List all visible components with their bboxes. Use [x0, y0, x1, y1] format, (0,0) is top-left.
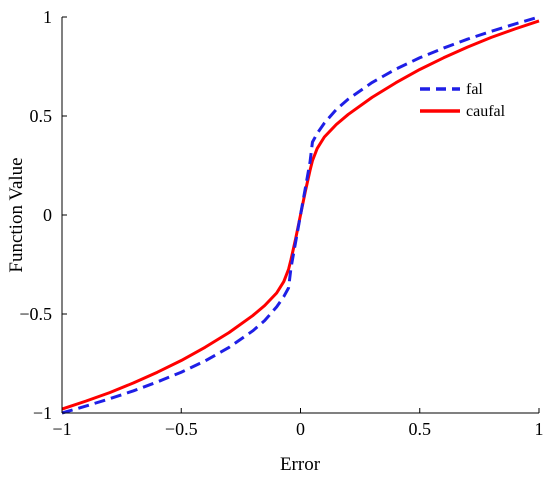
y-tick-label: 0	[43, 205, 52, 225]
x-ticks: −1 −0.5 0 0.5 1	[52, 408, 544, 439]
legend-label-fal: fal	[466, 81, 483, 98]
y-tick-label: −0.5	[19, 304, 52, 324]
legend-label-caufal: caufal	[466, 103, 506, 120]
y-tick-label: 1	[43, 7, 52, 27]
x-tick-label: −0.5	[165, 419, 198, 439]
y-axis-label: Function Value	[6, 157, 27, 272]
x-axis-label: Error	[280, 454, 321, 475]
x-tick-label: 1	[535, 419, 544, 439]
legend: fal caufal	[420, 81, 506, 120]
y-tick-label: 0.5	[30, 106, 53, 126]
y-tick-label: −1	[33, 403, 52, 423]
series-line-caufal	[61, 19, 540, 411]
series-layer	[61, 15, 540, 415]
x-tick-label: −1	[52, 419, 71, 439]
series-line-fal	[61, 15, 540, 415]
x-tick-label: 0.5	[409, 419, 432, 439]
y-ticks: −1 −0.5 0 0.5 1	[19, 7, 67, 423]
x-tick-label: 0	[296, 419, 305, 439]
